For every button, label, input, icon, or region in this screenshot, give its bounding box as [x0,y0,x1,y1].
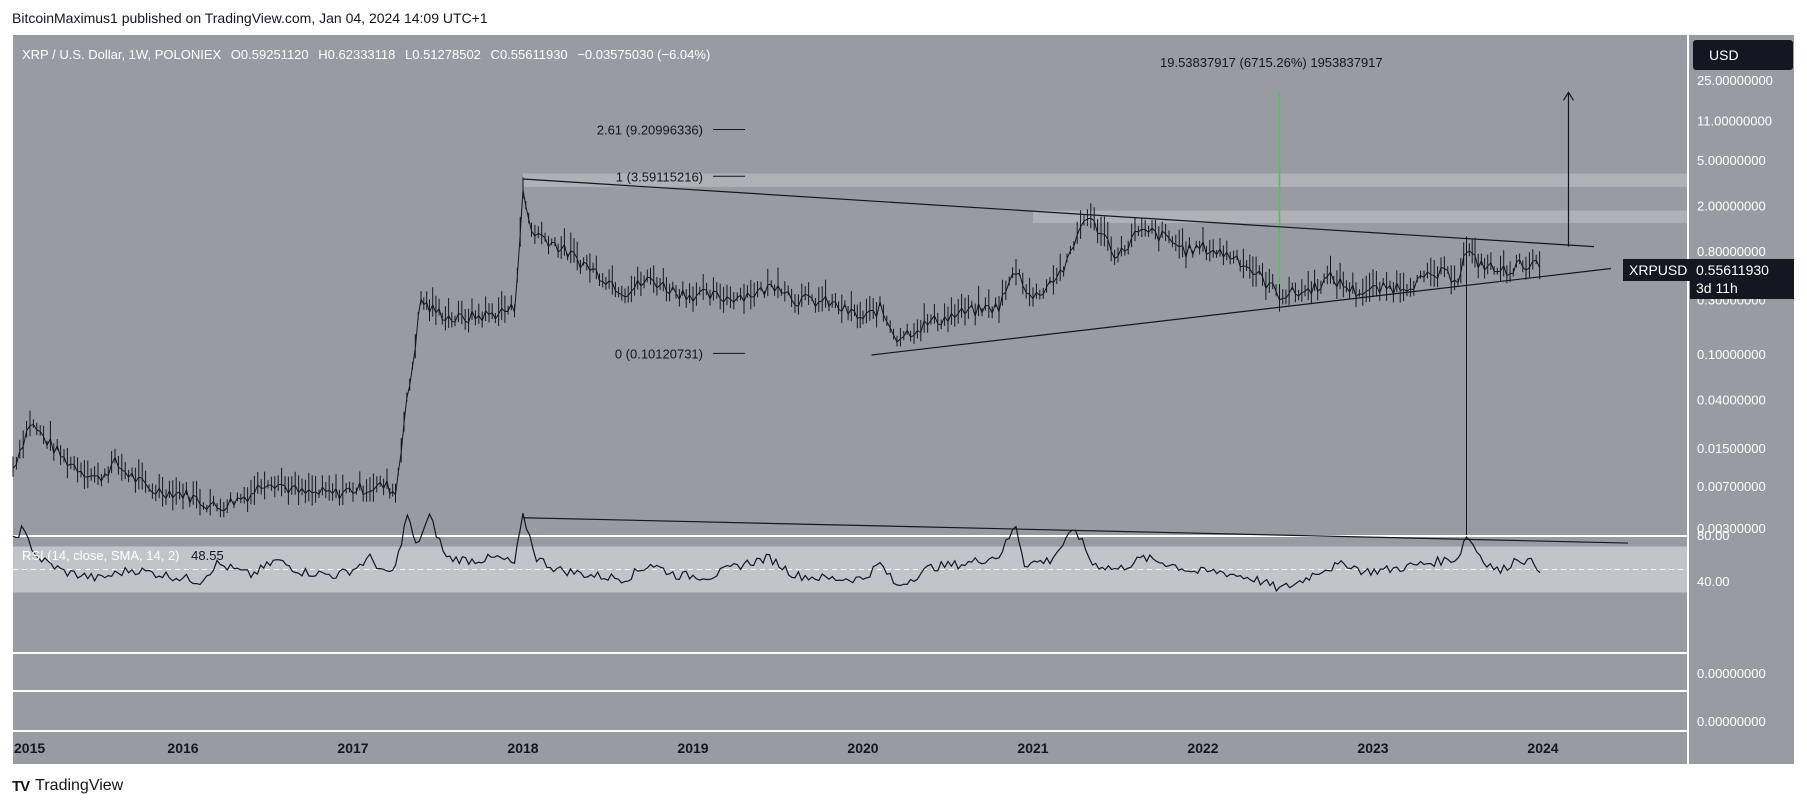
legend-high: 0.62333118 [328,47,396,62]
footer-brand[interactable]: TV TradingView [12,777,123,795]
resistance-zone [1033,210,1687,224]
rsi-axis-ticks: 80.00 40.00 0.00000000 0.00000000 [1697,528,1766,729]
projection-arrowhead [1562,91,1575,101]
time-axis-tick: 2021 [1017,740,1048,756]
legend-open: 0.59251120 [241,47,309,62]
time-axis-tick: 2015 [14,740,45,756]
price-axis-tick: 0.80000000 [1697,244,1766,259]
legend-l-label: L [405,47,412,62]
price-trendline [871,267,1612,356]
tradingview-logo-icon: TV [12,777,30,795]
projection-arrow [1562,91,1575,247]
price-axis-tick: 11.00000000 [1697,114,1772,129]
price-axis-tick: 0.04000000 [1697,392,1766,407]
fib-level-label: 2.61 (9.20996336) [597,123,703,138]
resistance-zones [523,173,1687,224]
rsi-axis-tick: 40.00 [1697,574,1730,589]
extra-pane-1 [13,654,1687,690]
footer-brand-label: TradingView [35,777,124,794]
rsi-bands [13,546,1687,593]
legend-low: 0.51278502 [412,47,481,62]
projection-label: 19.53837917 (6715.26%) 1953837917 [1160,55,1383,70]
publish-header: BitcoinMaximus1 published on TradingView… [12,10,488,26]
last-price-tag: 0.55611930 3d 11h [1690,259,1794,299]
legend-o-label: O [231,47,241,62]
rsi-trendline [522,517,1629,544]
legend-close: 0.55611930 [500,47,568,62]
time-axis-tick: 2016 [167,740,198,756]
time-axis-tick: 2023 [1357,740,1388,756]
time-axis-tick: 2024 [1527,740,1558,756]
price-pane[interactable] [13,35,1687,535]
last-price-value: 0.55611930 [1696,262,1769,278]
price-axis-tick: 0.01500000 [1697,441,1766,456]
trendlines [522,178,1629,544]
price-series [12,177,1541,518]
fib-level-label: 0 (0.10120731) [615,346,703,361]
time-axis-tick: 2019 [677,740,708,756]
fib-levels: 2.61 (9.20996336) 1 (3.59115216) 0 (0.1012… [597,123,745,361]
time-axis-tick: 2018 [507,740,538,756]
extra-axis-tick: 0.00000000 [1697,714,1766,729]
time-axis[interactable] [13,732,1687,764]
symbol-price-tag: XRPUSD [1623,259,1694,281]
time-axis-tick: 2020 [847,740,878,756]
chart-legend: XRP / U.S. Dollar, 1W, POLONIEX O0.59251… [22,47,710,62]
currency-unit-button[interactable]: USD [1693,40,1793,70]
price-axis-tick: 0.00700000 [1697,479,1766,494]
rsi-legend-title: RSI (14, close, SMA, 14, 2) [22,548,180,563]
rsi-legend: RSI (14, close, SMA, 14, 2) 48.55 [22,548,224,563]
fib-level-label: 1 (3.59115216) [616,169,703,184]
time-axis-tick: 2017 [337,740,368,756]
extra-axis-tick: 0.00000000 [1697,666,1766,681]
legend-symbol: XRP / U.S. Dollar, 1W, POLONIEX [22,47,221,62]
time-axis-tick: 2022 [1187,740,1218,756]
price-trendline [522,178,1595,248]
time-axis-ticks: 2015 2016 2017 2018 2019 2020 2021 2022 2023 2024 [14,740,1559,756]
rsi-legend-value: 48.55 [191,548,224,563]
bar-countdown: 3d 11h [1696,280,1738,296]
price-axis-tick: 5.00000000 [1697,153,1766,168]
legend-h-label: H [318,47,327,62]
price-axis-tick: 0.10000000 [1697,347,1766,362]
legend-c-label: C [491,47,500,62]
extra-pane-2 [13,692,1687,730]
price-axis-tick: 0.00300000 [1697,521,1766,536]
rsi-series [12,512,1541,593]
price-axis-tick: 2.00000000 [1697,198,1766,213]
resistance-zone [523,173,1687,187]
rsi-axis-tick: 80.00 [1697,528,1730,543]
legend-change: −0.03575030 (−6.04%) [577,47,710,62]
price-axis[interactable] [1689,35,1794,764]
price-axis-tick: 25.00000000 [1697,73,1773,88]
